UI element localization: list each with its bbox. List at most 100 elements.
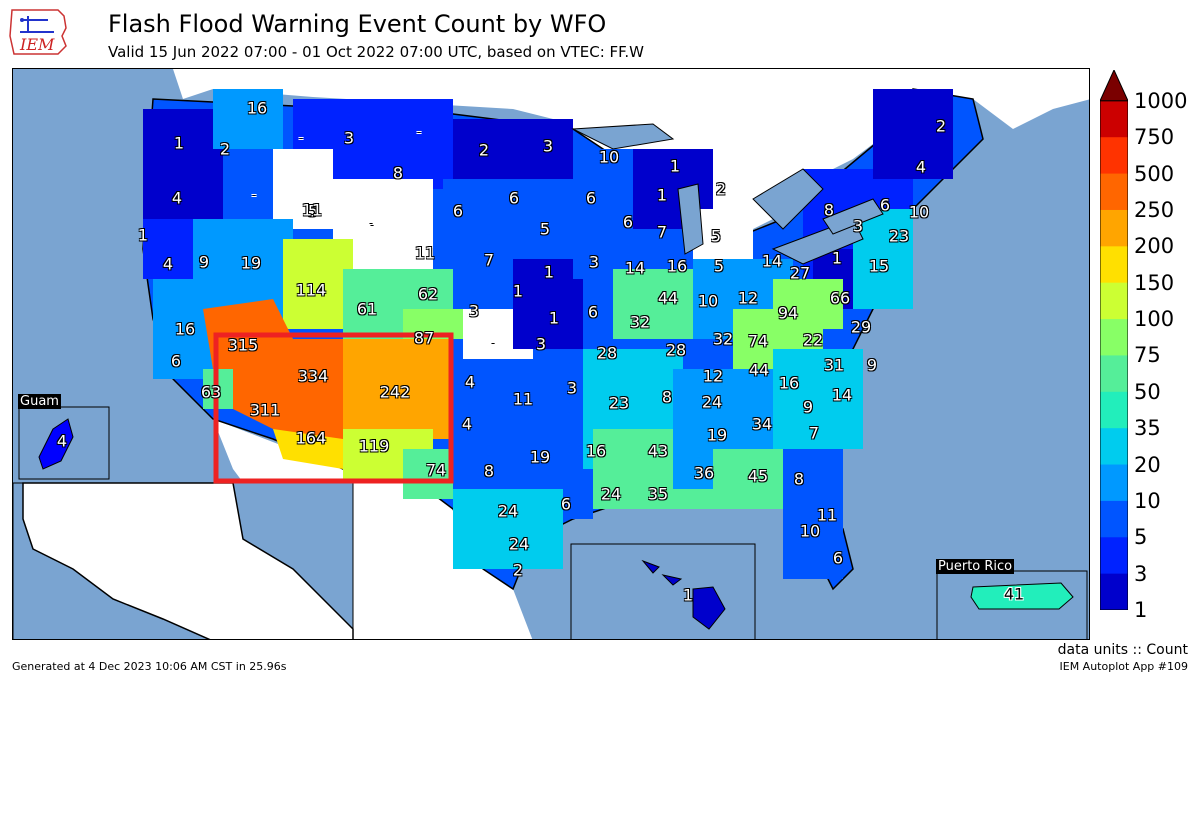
region-plains bbox=[443, 119, 593, 569]
wfo-count: 10 bbox=[799, 521, 821, 541]
hawaii-inset bbox=[570, 543, 756, 639]
wfo-count: 5 bbox=[713, 256, 725, 276]
wfo-count: 10 bbox=[598, 147, 620, 167]
wfo-count: 16 bbox=[778, 373, 800, 393]
wfo-count: 6 bbox=[832, 548, 844, 568]
wfo-count: 8 bbox=[661, 387, 673, 407]
wfo-count: 11 bbox=[414, 243, 436, 263]
wfo-count: 10 bbox=[908, 202, 930, 222]
wfo-count: 35 bbox=[647, 484, 669, 504]
colorbar-tick-label: 50 bbox=[1134, 379, 1161, 404]
wfo-count: - bbox=[416, 125, 422, 139]
logo-text: IEM bbox=[19, 35, 55, 54]
wfo-count: 6 bbox=[587, 302, 599, 322]
wfo-count: 242 bbox=[379, 382, 411, 402]
colorbar-tick-label: 20 bbox=[1134, 452, 1161, 477]
colorbar-segment bbox=[1100, 282, 1128, 320]
wfo-count: 45 bbox=[747, 466, 769, 486]
colorbar-tick-label: 10 bbox=[1134, 488, 1161, 513]
wfo-count: 24 bbox=[701, 392, 723, 412]
wfo-count: 5 bbox=[307, 201, 319, 221]
region-southeast bbox=[583, 309, 863, 579]
colorbar-segment bbox=[1100, 319, 1128, 356]
wfo-count: 6 bbox=[508, 188, 520, 208]
colorbar-segment bbox=[1100, 246, 1128, 284]
wfo-count: 19 bbox=[240, 253, 262, 273]
wfo-count: 1 bbox=[656, 185, 668, 205]
wfo-count: 22 bbox=[802, 330, 824, 350]
guam-inset bbox=[18, 406, 110, 480]
puerto-rico-label: Puerto Rico bbox=[936, 559, 1015, 574]
app-label: IEM Autoplot App #109 bbox=[1059, 660, 1189, 673]
wfo-count: 23 bbox=[608, 393, 630, 413]
wfo-count: 1 bbox=[173, 133, 185, 153]
wfo-count: 8 bbox=[392, 163, 404, 183]
wfo-count: 11 bbox=[512, 389, 534, 409]
wfo-count: 24 bbox=[600, 484, 622, 504]
colorbar-tick-label: 250 bbox=[1134, 197, 1175, 222]
wfo-count: 4 bbox=[915, 157, 927, 177]
colorbar-tick-label: 1 bbox=[1134, 598, 1148, 622]
wfo-count: 3 bbox=[343, 128, 355, 148]
wfo-count: - bbox=[298, 131, 304, 145]
wfo-count: 66 bbox=[829, 288, 851, 308]
wfo-count: 19 bbox=[706, 425, 728, 445]
wfo-count: 74 bbox=[747, 331, 769, 351]
guam-label: Guam bbox=[18, 394, 61, 409]
wfo-count: 3 bbox=[566, 378, 578, 398]
wfo-count: 16 bbox=[666, 256, 688, 276]
wfo-count: 3 bbox=[588, 252, 600, 272]
wfo-count: - bbox=[490, 336, 496, 350]
wfo-count: 31 bbox=[823, 355, 845, 375]
wfo-count: 1 bbox=[831, 248, 843, 268]
wfo-count: 1 bbox=[543, 262, 555, 282]
wfo-count: 6 bbox=[585, 188, 597, 208]
wfo-count: 27 bbox=[789, 263, 811, 283]
map-panel bbox=[12, 68, 1090, 640]
wfo-count: 6 bbox=[622, 212, 634, 232]
wfo-count: 4 bbox=[171, 188, 183, 208]
wfo-count: 114 bbox=[295, 280, 327, 300]
wfo-count: 19 bbox=[529, 447, 551, 467]
wfo-count: 4 bbox=[464, 372, 476, 392]
colorbar-tick-label: 200 bbox=[1134, 234, 1175, 259]
wfo-count: 3 bbox=[852, 216, 864, 236]
wfo-count: 14 bbox=[624, 258, 646, 278]
iem-logo: IEM bbox=[9, 9, 67, 55]
wfo-count: 43 bbox=[647, 441, 669, 461]
wfo-count: 3 bbox=[535, 334, 547, 354]
colorbar-tick-label: 3 bbox=[1134, 561, 1148, 586]
wfo-count: 44 bbox=[748, 360, 770, 380]
wfo-count: 12 bbox=[702, 366, 724, 386]
wfo-count: 16 bbox=[174, 319, 196, 339]
wfo-count: 2 bbox=[935, 116, 947, 136]
puerto-rico-count: 41 bbox=[1003, 584, 1025, 604]
wfo-count: - bbox=[713, 231, 719, 245]
wfo-count: 7 bbox=[483, 250, 495, 270]
colorbar-segment bbox=[1100, 537, 1128, 575]
wfo-count: 8 bbox=[483, 461, 495, 481]
wfo-count: 14 bbox=[831, 385, 853, 405]
wfo-count: 8 bbox=[793, 469, 805, 489]
wfo-count: 74 bbox=[425, 460, 447, 480]
wfo-count: - bbox=[368, 216, 374, 230]
colorbar-segment bbox=[1100, 100, 1128, 138]
wfo-count: 11 bbox=[301, 200, 323, 220]
wfo-count: 4 bbox=[162, 254, 174, 274]
hawaii-count: 1 bbox=[682, 585, 694, 605]
generated-timestamp: Generated at 4 Dec 2023 10:06 AM CST in … bbox=[12, 660, 287, 673]
wfo-count: 32 bbox=[712, 329, 734, 349]
wfo-count: 29 bbox=[850, 317, 872, 337]
wfo-count: - bbox=[369, 218, 375, 232]
wfo-count: 24 bbox=[497, 501, 519, 521]
wfo-count: 6 bbox=[452, 201, 464, 221]
wfo-count: 6 bbox=[560, 494, 572, 514]
chart-title: Flash Flood Warning Event Count by WFO bbox=[108, 10, 607, 38]
wfo-count: 1 bbox=[137, 225, 149, 245]
wfo-count: 164 bbox=[295, 428, 327, 448]
wfo-count: 44 bbox=[657, 288, 679, 308]
mexico-land bbox=[213, 419, 533, 639]
colorbar-tick-label: 75 bbox=[1134, 343, 1161, 368]
wfo-count: 23 bbox=[888, 226, 910, 246]
wfo-count: 4 bbox=[461, 414, 473, 434]
